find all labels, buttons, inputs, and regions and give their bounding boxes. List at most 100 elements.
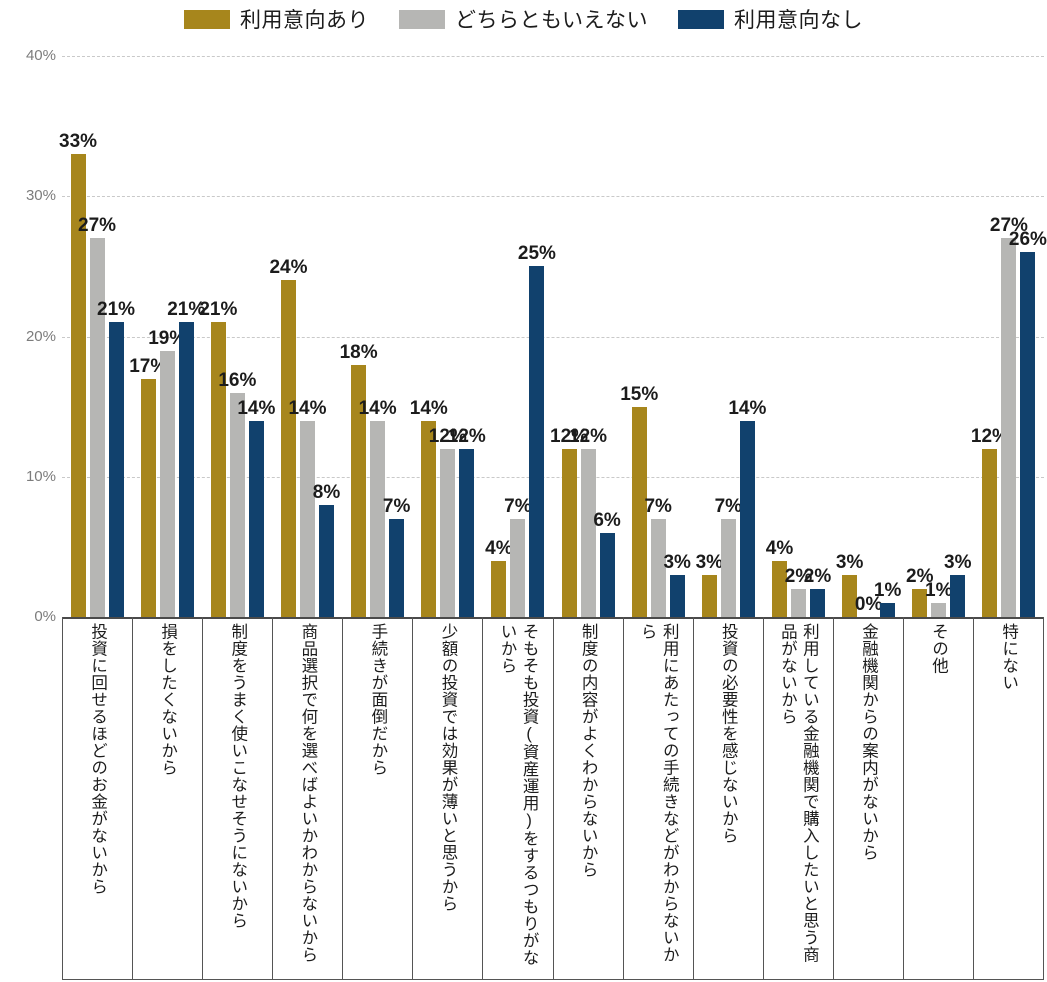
- bar-group: 2% 1% 3%: [904, 56, 974, 618]
- bar-slot: 21%: [97, 56, 135, 617]
- bar-value-label: 0%: [854, 594, 883, 615]
- bar[interactable]: [159, 350, 175, 617]
- legend-swatch-intent_no: [678, 9, 725, 29]
- bar-value-label: 12%: [970, 425, 1009, 447]
- bar[interactable]: [912, 588, 928, 617]
- bar[interactable]: [650, 518, 666, 617]
- gridline-20: [62, 336, 1044, 338]
- bar-slot: 12%: [429, 56, 467, 617]
- bar[interactable]: [1020, 252, 1036, 617]
- bar[interactable]: [561, 448, 577, 617]
- bar-slot: 2%: [906, 56, 934, 617]
- bar[interactable]: [299, 420, 315, 617]
- bar-slot: 3%: [663, 56, 691, 617]
- bar-slot: 12%: [448, 56, 486, 617]
- bar-value-label: 4%: [485, 537, 513, 559]
- bar-slot: 7%: [504, 56, 532, 617]
- y-axis-tick-10: 10%: [25, 467, 56, 485]
- legend-label-intent_yes: 利用意向あり: [239, 9, 369, 32]
- bar-value-label: 17%: [129, 355, 168, 377]
- bar[interactable]: [510, 518, 526, 617]
- bar[interactable]: [950, 574, 966, 617]
- bar[interactable]: [370, 420, 386, 617]
- bar[interactable]: [280, 280, 296, 617]
- bar[interactable]: [491, 560, 507, 617]
- bar-group: 3% 7% 14%: [693, 56, 766, 618]
- legend-item-intent_no[interactable]: 利用意向なし: [678, 4, 863, 34]
- bar[interactable]: [210, 322, 226, 617]
- bar[interactable]: [389, 518, 405, 617]
- y-axis-tick-0: 0%: [34, 608, 56, 625]
- bar-slot: 14%: [728, 56, 766, 617]
- bar[interactable]: [459, 448, 475, 617]
- category-label-cell: 利用している金融機関で購入したいと思う商品がないから: [764, 617, 834, 979]
- bar-slot: 4%: [485, 56, 513, 617]
- bar-slot: 17%: [129, 56, 167, 617]
- bar[interactable]: [739, 420, 755, 617]
- bar[interactable]: [178, 322, 194, 617]
- legend-label-intent_no: 利用意向なし: [734, 9, 864, 32]
- legend-label-neutral: どちらともいえない: [454, 9, 649, 32]
- bar-slot: 14%: [237, 56, 275, 617]
- bar-slot: 12%: [569, 56, 607, 617]
- category-label-cell: そもそも投資(資産運用)をするつもりがないから: [483, 617, 554, 979]
- bar[interactable]: [790, 588, 806, 617]
- bar-group: 3% 0% 1%: [834, 56, 904, 618]
- bar-group: 24% 14% 8%: [269, 56, 342, 618]
- bar-value-label: 26%: [1008, 229, 1047, 251]
- bar-slot: 14%: [410, 56, 448, 617]
- category-label-cell: 特にない: [974, 617, 1045, 979]
- bar[interactable]: [599, 532, 615, 617]
- bar-group: 21% 16% 14%: [199, 56, 275, 618]
- bar-slot: 21%: [199, 56, 237, 617]
- y-axis-tick-40: 40%: [25, 47, 56, 64]
- bar-value-label: 2%: [906, 565, 934, 587]
- bar[interactable]: [248, 420, 264, 617]
- bar-slot: 16%: [218, 56, 256, 617]
- bar-slot: 27%: [990, 56, 1028, 617]
- bar-group-bars: 21% 16% 14%: [199, 56, 275, 617]
- bar[interactable]: [70, 154, 86, 617]
- bar[interactable]: [720, 518, 736, 617]
- bar[interactable]: [580, 448, 596, 617]
- category-label-text: 少額の投資では効果が薄いと思うから: [438, 623, 457, 912]
- bar[interactable]: [140, 378, 156, 617]
- category-label-cell: その他: [904, 617, 975, 979]
- bar-slot: 21%: [167, 56, 205, 617]
- bar[interactable]: [318, 504, 334, 617]
- bar[interactable]: [771, 560, 787, 617]
- bar[interactable]: [631, 406, 647, 617]
- bar-value-label: 12%: [550, 425, 589, 447]
- bar[interactable]: [229, 392, 245, 617]
- bar[interactable]: [669, 574, 685, 617]
- legend-item-neutral[interactable]: どちらともいえない: [398, 4, 649, 34]
- category-label-text: 投資に回せるほどのお金がないから: [88, 623, 107, 895]
- bar[interactable]: [89, 238, 105, 617]
- bar-value-label: 18%: [339, 341, 378, 363]
- bar[interactable]: [809, 588, 825, 617]
- bar-group-bars: 18% 14% 7%: [339, 56, 413, 617]
- bar[interactable]: [440, 448, 456, 617]
- bar-value-label: 14%: [409, 397, 448, 419]
- bar[interactable]: [351, 364, 367, 617]
- bar-slot: 3%: [836, 56, 863, 617]
- bar[interactable]: [982, 448, 998, 617]
- bar-slot: 4%: [766, 56, 793, 617]
- bar[interactable]: [701, 574, 717, 617]
- bar[interactable]: [529, 266, 545, 617]
- legend-item-intent_yes[interactable]: 利用意向あり: [183, 4, 369, 34]
- bar-group: 4% 2% 2%: [763, 56, 833, 618]
- bar[interactable]: [880, 602, 896, 617]
- bar[interactable]: [931, 602, 947, 617]
- gridline-40: [62, 56, 1044, 57]
- legend-swatch-intent_yes: [183, 9, 230, 29]
- bar-slot: 14%: [288, 56, 327, 617]
- chart-legend: 利用意向あり どちらともいえない 利用意向なし: [0, 0, 1047, 38]
- bar[interactable]: [421, 420, 437, 617]
- bar[interactable]: [842, 574, 858, 617]
- category-label-text: その他: [929, 623, 948, 674]
- bar-value-label: 7%: [714, 495, 743, 517]
- bar[interactable]: [1001, 238, 1017, 617]
- bar-slot: 27%: [78, 56, 116, 617]
- bar[interactable]: [108, 322, 124, 617]
